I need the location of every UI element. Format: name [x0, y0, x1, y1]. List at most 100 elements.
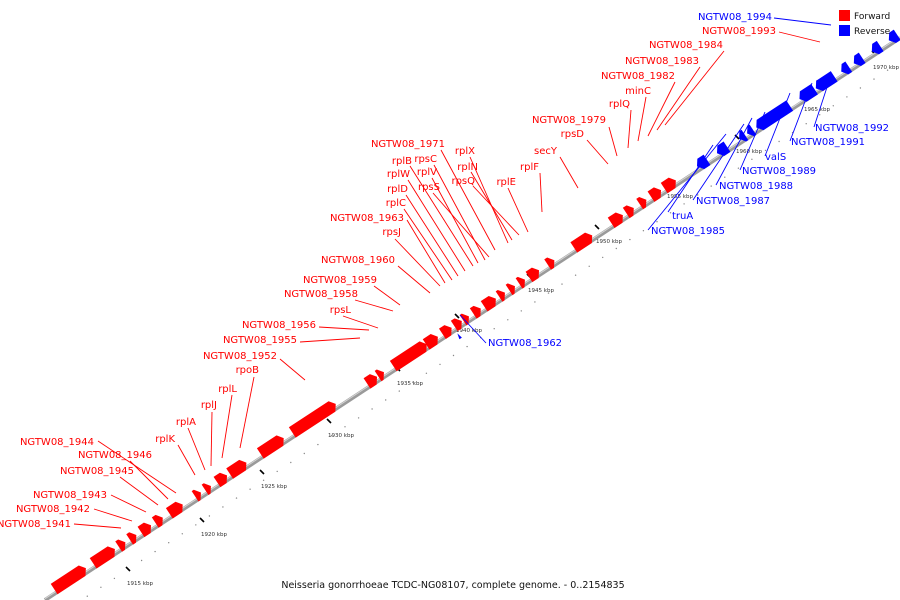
leader-line-ngtw08-1941: [73, 523, 122, 529]
leader-line-ngtw08-1994: [773, 17, 832, 26]
minor-tick-dot: [195, 524, 197, 526]
gene-label-ngtw08-1944: NGTW08_1944: [20, 437, 94, 448]
major-ticks: 1915 kbp 1920 kbp 1925 kbp 1930 kbp 1935 kbp…: [125, 50, 899, 587]
minor-tick-dot: [832, 105, 834, 107]
leader-line-rpsd: [586, 139, 609, 165]
gene-feature-arrow: [422, 334, 438, 350]
gene-label-rpsd: rpsD: [561, 129, 585, 140]
gene-feature-arrow: [607, 212, 623, 229]
leader-line-ngtw08-1952: [279, 358, 306, 381]
gene-feature-arrow: [636, 196, 647, 210]
leader-line-rplw: [407, 179, 466, 272]
gene-feature-arrow: [213, 472, 228, 488]
minor-tick-dot: [819, 114, 821, 116]
gene-label-rplf: rplF: [520, 162, 539, 173]
gene-feature-arrow: [457, 333, 462, 340]
gene-feature-arrow: [747, 124, 757, 137]
gene-label-ngtw08-1959: NGTW08_1959: [303, 275, 377, 286]
gene-label-rpsj: rpsJ: [382, 227, 401, 238]
minor-tick-dot: [303, 452, 305, 455]
leader-line-rpss: [432, 192, 490, 258]
gene-labels: NGTW08_1941 NGTW08_1942 NGTW08_1943 NGTW08_…: [0, 12, 889, 530]
legend-forward-label: Forward: [854, 12, 890, 22]
minor-tick-dot: [669, 212, 672, 214]
minor-tick-dot: [493, 328, 495, 330]
leader-line-ngtw08-1992: [813, 77, 831, 128]
gene-feature-arrow: [815, 71, 838, 92]
leader-line-ngtw08-1944: [97, 440, 177, 494]
gene-label-ngtw08-1991: NGTW08_1991: [791, 137, 865, 148]
gene-feature-arrow: [288, 401, 336, 438]
leader-line-ngtw08-1982: [647, 81, 676, 137]
minor-tick-dot: [330, 435, 333, 437]
gene-label-vals: valS: [765, 152, 786, 163]
gene-label-rplv: rplV: [417, 167, 437, 178]
leader-line-ngtw08-1943: [110, 494, 147, 513]
gene-label-rpla: rplA: [176, 417, 196, 428]
tick-label-1925-kbp: 1925 kbp: [261, 484, 287, 490]
minor-tick-dot: [412, 381, 414, 383]
gene-feature-arrow: [256, 435, 284, 459]
tick-label-1940-kbp: 1940 kbp: [456, 328, 482, 334]
gene-feature-arrow: [226, 459, 247, 479]
tick-label-1915-kbp: 1915 kbp: [127, 581, 153, 587]
gene-label-rplq: rplQ: [609, 99, 630, 110]
gene-feature-arrow: [450, 318, 462, 332]
leader-line-vals: [764, 92, 791, 157]
tick-mark-1940-kbp: [454, 313, 460, 319]
gene-label-ngtw08-1993: NGTW08_1993: [702, 26, 776, 37]
minor-tick-dot: [222, 506, 224, 508]
minor-tick-dot: [385, 399, 387, 401]
minor-tick-dot: [697, 194, 699, 196]
gene-feature-arrow: [799, 83, 818, 102]
minor-tick-dot: [615, 247, 617, 250]
minor-tick-dot: [602, 256, 604, 259]
leader-line-ngtw08-1942: [93, 508, 133, 522]
minor-tick-dot: [398, 390, 400, 392]
gene-label-ngtw08-1945: NGTW08_1945: [60, 466, 134, 477]
gene-label-ngtw08-1946: NGTW08_1946: [78, 450, 152, 461]
gene-feature-arrow: [50, 565, 86, 595]
leader-line-ngtw08-1989: [739, 111, 766, 171]
gene-label-rpln: rplN: [457, 162, 478, 173]
leader-line-ngtw08-1983: [656, 66, 701, 131]
leader-line-rpsc: [433, 164, 486, 261]
minor-tick-dot: [181, 533, 183, 535]
minor-tick-dot: [208, 515, 211, 517]
minor-tick-dot: [642, 230, 645, 232]
tick-label-1965-kbp: 1965 kbp: [804, 107, 830, 113]
gene-feature-arrow: [137, 522, 152, 538]
gene-label-ngtw08-1982: NGTW08_1982: [601, 71, 675, 82]
minor-tick-dot: [534, 301, 536, 303]
gene-feature-arrow: [525, 267, 540, 283]
minor-tick-dot: [140, 559, 143, 562]
label-leader-lines: [73, 17, 832, 529]
gene-label-rpsq: rpsQ: [451, 176, 475, 187]
gene-label-ngtw08-1989: NGTW08_1989: [742, 166, 816, 177]
tick-label-1930-kbp: 1930 kbp: [328, 433, 354, 439]
minor-tick-dot: [290, 461, 292, 464]
gene-label-rpss: rpsS: [418, 182, 440, 193]
tick-mark-1950-kbp: [594, 224, 600, 230]
gene-label-ngtw08-1988: NGTW08_1988: [719, 181, 793, 192]
legend-reverse-label: Reverse: [854, 27, 891, 37]
minor-tick-dot: [371, 408, 373, 410]
legend-reverse-swatch: [839, 25, 850, 36]
tick-label-1955-kbp: 1955 kbp: [667, 194, 693, 200]
leader-line-minc: [637, 96, 647, 142]
gene-feature-arrow: [201, 483, 211, 496]
gene-feature-arrow: [438, 325, 452, 340]
gene-label-ngtw08-1985: NGTW08_1985: [651, 226, 725, 237]
minor-tick-dot: [262, 479, 265, 481]
gene-label-ngtw08-1960: NGTW08_1960: [321, 255, 395, 266]
leader-line-ngtw08-1987: [692, 123, 745, 201]
gene-feature-arrow: [115, 539, 126, 552]
gene-label-rplb: rplB: [392, 156, 412, 167]
gene-label-rpll: rplL: [218, 384, 237, 395]
gene-label-ngtw08-1992: NGTW08_1992: [815, 123, 889, 134]
minor-tick-dot: [344, 426, 346, 428]
gene-feature-arrow: [515, 276, 525, 289]
minor-tick-dot: [588, 265, 590, 267]
gene-label-rple: rplE: [496, 177, 516, 188]
gene-label-rpsl: rpsL: [330, 305, 352, 316]
